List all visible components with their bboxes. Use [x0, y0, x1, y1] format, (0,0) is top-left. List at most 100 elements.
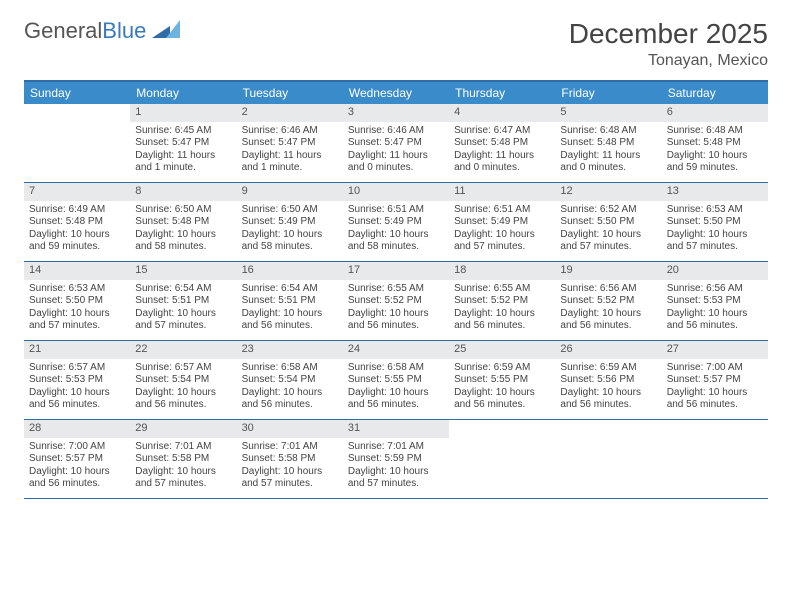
- day-number: 20: [662, 262, 768, 280]
- day-number: 29: [130, 420, 236, 438]
- daylight-text: Daylight: 10 hours and 56 minutes.: [667, 308, 763, 333]
- page-header: GeneralBlue December 2025 Tonayan, Mexic…: [24, 18, 768, 70]
- sunset-text: Sunset: 5:53 PM: [667, 295, 763, 308]
- calendar-day: 4Sunrise: 6:47 AMSunset: 5:48 PMDaylight…: [449, 104, 555, 182]
- sunrise-text: Sunrise: 7:01 AM: [348, 441, 444, 454]
- calendar-day: 29Sunrise: 7:01 AMSunset: 5:58 PMDayligh…: [130, 420, 236, 498]
- day-body: Sunrise: 6:50 AMSunset: 5:49 PMDaylight:…: [237, 201, 343, 258]
- sunrise-text: Sunrise: 6:45 AM: [135, 125, 231, 138]
- day-number: 7: [24, 183, 130, 201]
- calendar-day: 26Sunrise: 6:59 AMSunset: 5:56 PMDayligh…: [555, 341, 661, 419]
- brand-word2: Blue: [102, 18, 146, 43]
- calendar-day: 10Sunrise: 6:51 AMSunset: 5:49 PMDayligh…: [343, 183, 449, 261]
- day-body: Sunrise: 6:54 AMSunset: 5:51 PMDaylight:…: [237, 280, 343, 337]
- day-body: Sunrise: 6:57 AMSunset: 5:53 PMDaylight:…: [24, 359, 130, 416]
- daylight-text: Daylight: 10 hours and 58 minutes.: [242, 229, 338, 254]
- day-number: 27: [662, 341, 768, 359]
- sunset-text: Sunset: 5:59 PM: [348, 453, 444, 466]
- day-number: 25: [449, 341, 555, 359]
- day-body: Sunrise: 6:54 AMSunset: 5:51 PMDaylight:…: [130, 280, 236, 337]
- daylight-text: Daylight: 10 hours and 56 minutes.: [348, 387, 444, 412]
- day-number: 8: [130, 183, 236, 201]
- sunrise-text: Sunrise: 6:57 AM: [135, 362, 231, 375]
- sunset-text: Sunset: 5:47 PM: [135, 137, 231, 150]
- day-body: Sunrise: 6:51 AMSunset: 5:49 PMDaylight:…: [343, 201, 449, 258]
- day-body: Sunrise: 6:57 AMSunset: 5:54 PMDaylight:…: [130, 359, 236, 416]
- sunset-text: Sunset: 5:49 PM: [348, 216, 444, 229]
- brand-mark-icon: [152, 20, 180, 43]
- calendar-week: 14Sunrise: 6:53 AMSunset: 5:50 PMDayligh…: [24, 262, 768, 341]
- day-number: 13: [662, 183, 768, 201]
- sunset-text: Sunset: 5:57 PM: [29, 453, 125, 466]
- day-body: Sunrise: 6:48 AMSunset: 5:48 PMDaylight:…: [662, 122, 768, 179]
- sunset-text: Sunset: 5:48 PM: [29, 216, 125, 229]
- daylight-text: Daylight: 10 hours and 56 minutes.: [667, 387, 763, 412]
- calendar-day: 24Sunrise: 6:58 AMSunset: 5:55 PMDayligh…: [343, 341, 449, 419]
- day-body: Sunrise: 6:45 AMSunset: 5:47 PMDaylight:…: [130, 122, 236, 179]
- daylight-text: Daylight: 10 hours and 56 minutes.: [454, 308, 550, 333]
- day-body: Sunrise: 6:53 AMSunset: 5:50 PMDaylight:…: [662, 201, 768, 258]
- day-number: [24, 104, 130, 108]
- day-number: 24: [343, 341, 449, 359]
- weeks-container: 1Sunrise: 6:45 AMSunset: 5:47 PMDaylight…: [24, 104, 768, 499]
- sunrise-text: Sunrise: 7:00 AM: [29, 441, 125, 454]
- sunrise-text: Sunrise: 6:53 AM: [667, 204, 763, 217]
- sunrise-text: Sunrise: 6:58 AM: [348, 362, 444, 375]
- daylight-text: Daylight: 11 hours and 0 minutes.: [348, 150, 444, 175]
- sunset-text: Sunset: 5:50 PM: [560, 216, 656, 229]
- daylight-text: Daylight: 10 hours and 56 minutes.: [348, 308, 444, 333]
- daylight-text: Daylight: 11 hours and 0 minutes.: [454, 150, 550, 175]
- sunset-text: Sunset: 5:51 PM: [135, 295, 231, 308]
- day-number: 28: [24, 420, 130, 438]
- calendar-day: 30Sunrise: 7:01 AMSunset: 5:58 PMDayligh…: [237, 420, 343, 498]
- day-body: Sunrise: 7:01 AMSunset: 5:58 PMDaylight:…: [130, 438, 236, 495]
- day-number: 14: [24, 262, 130, 280]
- daylight-text: Daylight: 10 hours and 59 minutes.: [29, 229, 125, 254]
- calendar-day: 21Sunrise: 6:57 AMSunset: 5:53 PMDayligh…: [24, 341, 130, 419]
- sunrise-text: Sunrise: 6:47 AM: [454, 125, 550, 138]
- day-number: 19: [555, 262, 661, 280]
- daylight-text: Daylight: 10 hours and 59 minutes.: [667, 150, 763, 175]
- day-number: 23: [237, 341, 343, 359]
- calendar-day: 12Sunrise: 6:52 AMSunset: 5:50 PMDayligh…: [555, 183, 661, 261]
- calendar-day: 22Sunrise: 6:57 AMSunset: 5:54 PMDayligh…: [130, 341, 236, 419]
- sunset-text: Sunset: 5:49 PM: [454, 216, 550, 229]
- calendar-day: 16Sunrise: 6:54 AMSunset: 5:51 PMDayligh…: [237, 262, 343, 340]
- day-number: 9: [237, 183, 343, 201]
- day-number: 4: [449, 104, 555, 122]
- month-title: December 2025: [569, 18, 768, 50]
- day-number: 31: [343, 420, 449, 438]
- calendar-day: 1Sunrise: 6:45 AMSunset: 5:47 PMDaylight…: [130, 104, 236, 182]
- calendar-day: 8Sunrise: 6:50 AMSunset: 5:48 PMDaylight…: [130, 183, 236, 261]
- weekday-header: Sunday: [24, 82, 130, 104]
- day-body: Sunrise: 6:46 AMSunset: 5:47 PMDaylight:…: [237, 122, 343, 179]
- sunrise-text: Sunrise: 6:50 AM: [242, 204, 338, 217]
- daylight-text: Daylight: 11 hours and 1 minute.: [242, 150, 338, 175]
- day-number: [662, 420, 768, 424]
- calendar-day: [555, 420, 661, 498]
- sunset-text: Sunset: 5:48 PM: [667, 137, 763, 150]
- sunrise-text: Sunrise: 7:01 AM: [242, 441, 338, 454]
- day-body: Sunrise: 6:49 AMSunset: 5:48 PMDaylight:…: [24, 201, 130, 258]
- day-body: Sunrise: 6:56 AMSunset: 5:53 PMDaylight:…: [662, 280, 768, 337]
- calendar-day: [662, 420, 768, 498]
- weekday-header: Wednesday: [343, 82, 449, 104]
- day-number: 17: [343, 262, 449, 280]
- weekday-header: Friday: [555, 82, 661, 104]
- weekday-header: Thursday: [449, 82, 555, 104]
- sunrise-text: Sunrise: 6:48 AM: [667, 125, 763, 138]
- day-number: 11: [449, 183, 555, 201]
- day-body: Sunrise: 6:55 AMSunset: 5:52 PMDaylight:…: [343, 280, 449, 337]
- calendar: Sunday Monday Tuesday Wednesday Thursday…: [24, 80, 768, 499]
- location-label: Tonayan, Mexico: [569, 52, 768, 70]
- daylight-text: Daylight: 10 hours and 56 minutes.: [242, 308, 338, 333]
- day-body: Sunrise: 6:51 AMSunset: 5:49 PMDaylight:…: [449, 201, 555, 258]
- day-number: [555, 420, 661, 424]
- daylight-text: Daylight: 10 hours and 57 minutes.: [348, 466, 444, 491]
- sunset-text: Sunset: 5:55 PM: [454, 374, 550, 387]
- sunrise-text: Sunrise: 6:54 AM: [242, 283, 338, 296]
- weekday-header: Monday: [130, 82, 236, 104]
- sunset-text: Sunset: 5:56 PM: [560, 374, 656, 387]
- day-body: Sunrise: 6:55 AMSunset: 5:52 PMDaylight:…: [449, 280, 555, 337]
- day-number: 26: [555, 341, 661, 359]
